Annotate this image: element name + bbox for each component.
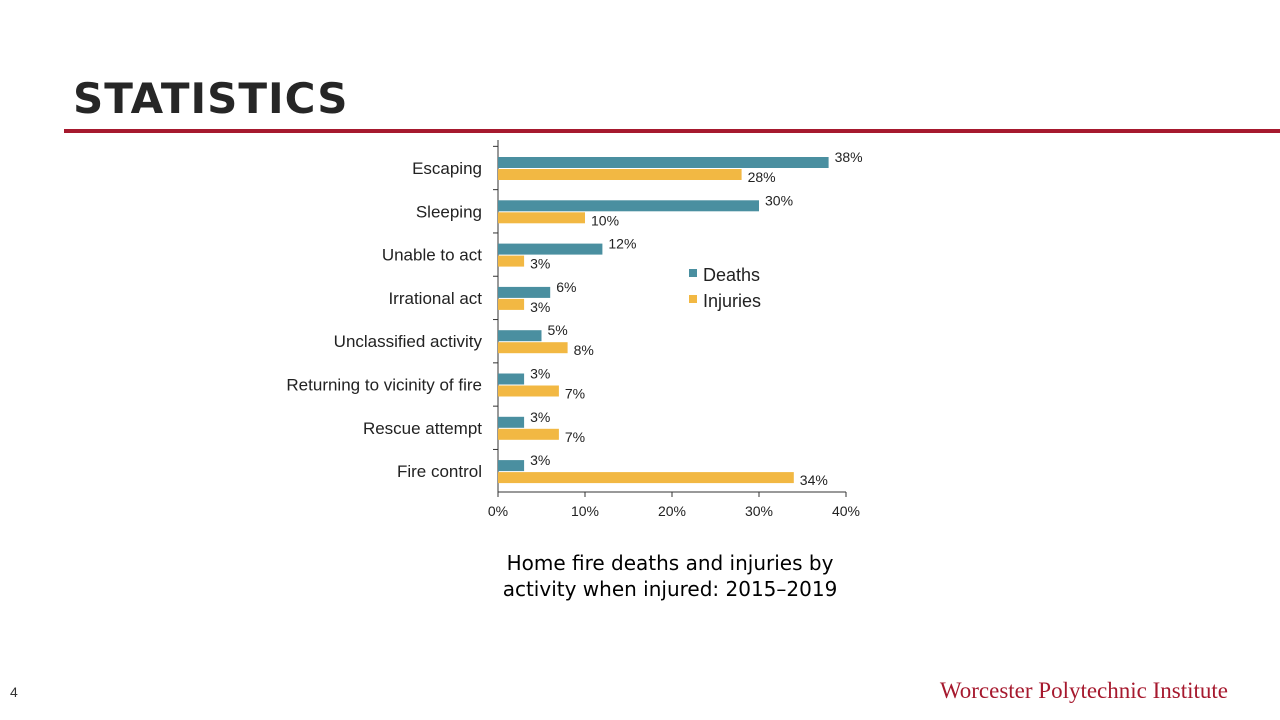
page-number: 4 [10,684,18,700]
injuries-value-label: 7% [565,386,585,402]
deaths-value-label: 30% [765,192,793,208]
category-label: Unclassified activity [334,332,483,351]
deaths-value-label: 12% [608,236,636,252]
deaths-value-label: 38% [835,149,863,165]
deaths-bar [498,286,551,298]
injuries-bar [498,255,525,267]
category-label: Returning to vicinity of fire [286,376,482,395]
deaths-value-label: 3% [530,452,550,468]
injuries-value-label: 7% [565,429,585,445]
deaths-value-label: 6% [556,279,576,295]
category-label: Rescue attempt [363,419,482,438]
deaths-bar [498,416,525,428]
injuries-value-label: 34% [800,472,828,488]
deaths-legend-swatch [689,269,697,277]
injuries-value-label: 3% [530,299,550,315]
deaths-bar [498,243,603,255]
category-label: Sleeping [416,202,482,221]
title-divider [64,129,1280,133]
injuries-bar [498,428,559,440]
injuries-value-label: 28% [748,169,776,185]
deaths-value-label: 3% [530,409,550,425]
injuries-value-label: 3% [530,256,550,272]
deaths-bar [498,157,829,168]
injuries-legend-swatch [689,295,697,303]
x-tick-label: 30% [745,503,773,519]
footer-institution-name: Worcester Polytechnic Institute [939,678,1228,703]
chart-caption: Home fire deaths and injuries by activit… [502,551,838,601]
injuries-bar [498,342,568,354]
deaths-value-label: 5% [548,322,568,338]
category-label: Irrational act [388,289,482,308]
injuries-value-label: 8% [574,342,594,358]
slide-title: STATISTICS [73,74,349,123]
deaths-value-label: 3% [530,366,550,382]
x-tick-label: 10% [571,503,599,519]
x-tick-label: 0% [488,503,508,519]
deaths-bar [498,373,525,385]
injuries-value-label: 10% [591,212,619,228]
deaths-bar [498,330,542,342]
injuries-bar [498,212,585,224]
x-tick-label: 40% [832,503,860,519]
deaths-bar [498,200,759,212]
injuries-bar [498,385,559,397]
category-label: Escaping [412,159,482,178]
injuries-bar [498,472,794,484]
x-tick-label: 20% [658,503,686,519]
category-label: Unable to act [382,246,482,265]
deaths-legend-label: Deaths [703,265,760,285]
deaths-bar [498,460,525,472]
injuries-bar [498,169,742,180]
category-label: Fire control [397,462,482,481]
injuries-bar [498,298,525,310]
injuries-legend-label: Injuries [703,291,761,311]
